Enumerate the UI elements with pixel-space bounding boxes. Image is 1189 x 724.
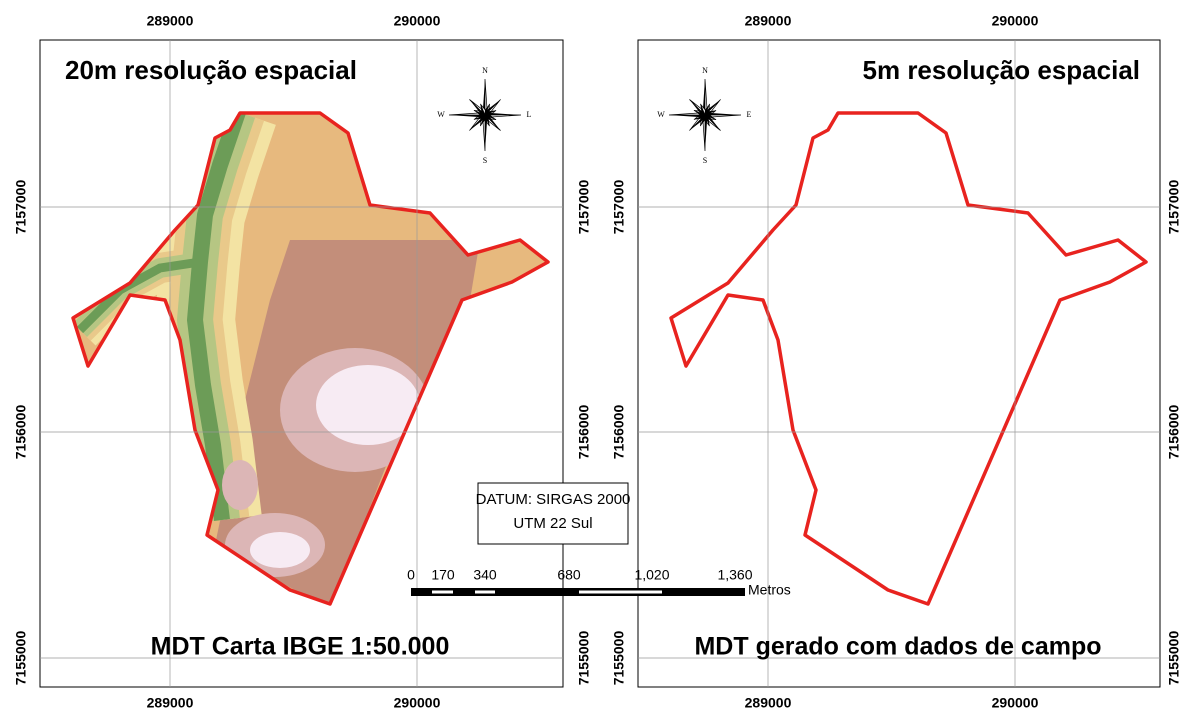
- scale-bar-label: 1,360: [717, 567, 752, 583]
- y-coord-label: 7155000: [576, 631, 592, 686]
- panel-caption: MDT Carta IBGE 1:50.000: [151, 633, 450, 661]
- y-coord-label: 7157000: [576, 180, 592, 235]
- terrain-high: [222, 460, 258, 510]
- scale-bar-label: 170: [431, 567, 455, 583]
- compass-label: N: [702, 66, 708, 75]
- compass-label: E: [747, 110, 752, 119]
- scale-bar-label: 0: [407, 567, 415, 583]
- scale-bar-label: 680: [557, 567, 581, 583]
- scale-bar-frame: [411, 588, 745, 596]
- scale-bar-label: 1,020: [634, 567, 669, 583]
- y-coord-label: 7156000: [13, 405, 29, 460]
- y-coord-label: 7156000: [611, 405, 627, 460]
- panel-title: 5m resolução espacial: [863, 55, 1140, 85]
- compass-label: W: [437, 110, 445, 119]
- datum-text: UTM 22 Sul: [513, 515, 592, 532]
- panel-caption: MDT gerado com dados de campo: [694, 633, 1101, 661]
- y-coord-label: 7157000: [13, 180, 29, 235]
- scale-bar-segment: [475, 591, 495, 594]
- scale-bar-segment: [579, 591, 662, 594]
- terrain-high: [250, 532, 310, 568]
- x-coord-label: 290000: [992, 13, 1039, 29]
- x-coord-label: 290000: [992, 695, 1039, 711]
- y-coord-label: 7155000: [13, 631, 29, 686]
- y-coord-label: 7155000: [1166, 631, 1182, 686]
- scale-bar-label: 340: [473, 567, 497, 583]
- scale-bar-unit: Metros: [748, 582, 791, 598]
- compass-label: W: [657, 110, 665, 119]
- datum-text: DATUM: SIRGAS 2000: [476, 491, 631, 508]
- compass-label: L: [527, 110, 532, 119]
- page: 289000 289000 290000 290000 7157000 7157000 71…: [0, 0, 1189, 719]
- compass-label: N: [482, 66, 488, 75]
- y-coord-label: 7157000: [1166, 180, 1182, 235]
- y-coord-label: 7155000: [611, 631, 627, 686]
- map-figure: 289000 289000 290000 290000 7157000 7157000 71…: [0, 0, 1189, 719]
- compass-label: S: [703, 156, 707, 165]
- y-coord-label: 7157000: [611, 180, 627, 235]
- scale-bar-segment: [432, 591, 453, 594]
- y-coord-label: 7156000: [1166, 405, 1182, 460]
- x-coord-label: 289000: [745, 695, 792, 711]
- panel-title: 20m resolução espacial: [65, 55, 357, 85]
- x-coord-label: 289000: [745, 13, 792, 29]
- x-coord-label: 289000: [147, 13, 194, 29]
- compass-label: S: [483, 156, 487, 165]
- x-coord-label: 290000: [394, 13, 441, 29]
- y-coord-label: 7156000: [576, 405, 592, 460]
- x-coord-label: 289000: [147, 695, 194, 711]
- x-coord-label: 290000: [394, 695, 441, 711]
